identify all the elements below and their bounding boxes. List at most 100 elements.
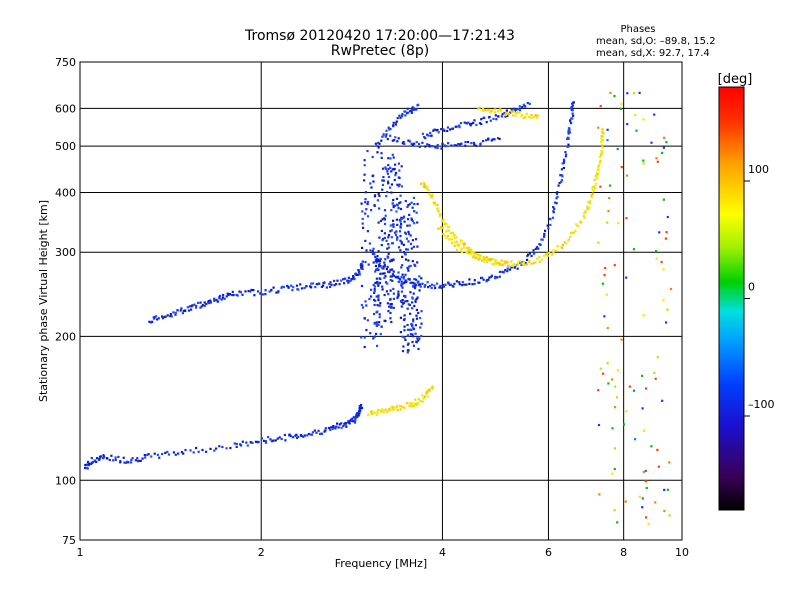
data-point (422, 185, 425, 188)
data-point (174, 453, 177, 456)
y-axis-label: Stationary phase Virtual Height [km] (37, 200, 50, 402)
data-point (376, 310, 379, 313)
data-point (391, 273, 394, 276)
data-point (190, 308, 193, 311)
data-point (563, 160, 566, 163)
data-point (494, 275, 497, 278)
data-point (207, 299, 210, 303)
data-point (373, 204, 376, 207)
data-point (400, 283, 403, 286)
data-point (413, 142, 416, 145)
data-points (84, 91, 673, 526)
data-point (390, 209, 393, 212)
data-point (510, 264, 514, 267)
data-point (358, 405, 361, 408)
data-point (303, 434, 306, 437)
data-point (413, 282, 416, 285)
data-point (487, 108, 490, 111)
data-point (416, 202, 419, 206)
data-point (499, 262, 502, 265)
data-point (408, 265, 411, 268)
data-point (330, 283, 333, 286)
data-point (360, 263, 363, 266)
data-point (143, 454, 146, 457)
data-point (407, 259, 410, 262)
data-point (426, 187, 429, 190)
data-point (484, 109, 488, 112)
data-point (383, 222, 387, 226)
y-tick-label: 300 (55, 246, 76, 259)
data-point (365, 328, 368, 332)
data-point (601, 282, 604, 285)
data-point (176, 309, 179, 312)
data-point (393, 406, 396, 409)
data-point (482, 108, 485, 111)
data-point (398, 114, 401, 117)
data-point (503, 260, 506, 263)
data-point (478, 281, 481, 284)
data-point (402, 301, 405, 305)
data-point (600, 137, 603, 140)
data-point (382, 410, 385, 413)
data-point (389, 317, 392, 320)
data-point (496, 137, 500, 140)
data-point (567, 129, 570, 132)
data-point (613, 264, 616, 267)
data-point (410, 281, 413, 284)
data-point (381, 135, 384, 138)
data-point (653, 371, 656, 374)
data-point (470, 142, 473, 145)
data-point (367, 413, 370, 417)
data-point (399, 239, 402, 242)
data-point (391, 202, 394, 205)
data-point (345, 279, 349, 282)
data-point (528, 102, 531, 105)
data-point (208, 302, 211, 305)
data-point (373, 291, 376, 294)
data-point (439, 284, 442, 287)
data-point (412, 196, 415, 199)
data-point (555, 202, 558, 205)
data-point (463, 283, 466, 286)
data-point (498, 270, 502, 273)
data-point (182, 309, 185, 313)
data-point (369, 182, 372, 185)
data-point (538, 260, 541, 263)
data-point (409, 242, 413, 245)
data-point (387, 233, 391, 237)
data-point (601, 128, 604, 131)
data-point (352, 416, 355, 419)
data-point (378, 194, 381, 198)
data-point (533, 262, 536, 265)
data-point (363, 164, 366, 167)
data-point (546, 224, 549, 227)
data-point (397, 290, 400, 293)
data-point (468, 282, 471, 285)
data-point (561, 175, 564, 178)
data-point (641, 497, 644, 500)
data-point (416, 221, 419, 224)
data-point (399, 408, 402, 411)
data-point (329, 281, 332, 284)
data-point (410, 108, 414, 112)
data-point (477, 258, 480, 261)
data-point (400, 165, 403, 168)
data-point (194, 306, 198, 309)
data-point (386, 302, 389, 305)
data-point (378, 262, 381, 265)
data-point (624, 500, 627, 503)
data-point (459, 143, 462, 146)
data-point (366, 319, 369, 322)
data-point (463, 121, 466, 124)
data-point (458, 281, 461, 284)
data-point (106, 457, 109, 460)
data-point (395, 230, 398, 233)
data-point (401, 281, 404, 284)
data-point (524, 261, 527, 265)
data-point (375, 413, 378, 416)
data-point (473, 279, 476, 282)
data-point (368, 297, 371, 301)
data-point (455, 240, 458, 243)
data-point (613, 447, 616, 450)
data-point (478, 106, 481, 109)
